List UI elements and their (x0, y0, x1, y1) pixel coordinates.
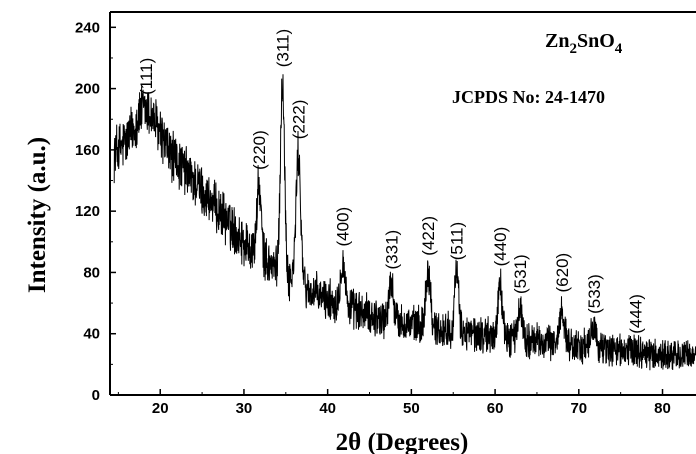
x-tick-label: 50 (403, 400, 420, 417)
diffraction-line (113, 74, 696, 371)
compound-formula: Zn2SnO4 (545, 30, 623, 57)
peak-label: (331) (382, 230, 401, 270)
peak-label: (440) (491, 227, 510, 267)
y-tick-label: 40 (83, 326, 100, 343)
y-tick-label: 160 (75, 142, 100, 159)
x-tick-label: 60 (487, 400, 504, 417)
peak-label: (531) (511, 254, 530, 294)
y-axis-title: Intensity (a.u.) (24, 137, 51, 293)
plot-area (113, 74, 696, 371)
peak-label: (620) (553, 253, 572, 293)
peak-label: (222) (289, 100, 308, 140)
y-tick-label: 240 (75, 19, 100, 36)
peak-label: (444) (627, 294, 646, 334)
x-tick-label: 80 (654, 400, 671, 417)
x-tick-label: 20 (152, 400, 169, 417)
jcpds-reference: JCPDS No: 24-1470 (452, 87, 605, 107)
x-axis-title: 2θ (Degrees) (336, 429, 469, 454)
peak-labels: (111) (220) (311) (222) (400) (331) (422) (511)… (137, 29, 646, 334)
peak-label: (220) (250, 130, 269, 170)
tick-labels: 20 30 40 50 60 70 80 0 40 80 120 160 200 240 (75, 19, 671, 417)
y-tick-label: 120 (75, 203, 100, 220)
y-tick-label: 200 (75, 81, 100, 98)
peak-label: (533) (585, 274, 604, 314)
x-tick-label: 70 (570, 400, 587, 417)
peak-label: (400) (334, 207, 353, 247)
peak-label: (311) (274, 29, 293, 67)
peak-label: (422) (419, 216, 438, 256)
peak-label: (511) (448, 222, 467, 260)
y-tick-label: 80 (83, 264, 100, 281)
x-tick-label: 30 (236, 400, 253, 417)
x-tick-label: 40 (319, 400, 336, 417)
y-tick-label: 0 (92, 387, 100, 404)
axes (109, 11, 696, 396)
peak-label: (111) (137, 58, 156, 95)
